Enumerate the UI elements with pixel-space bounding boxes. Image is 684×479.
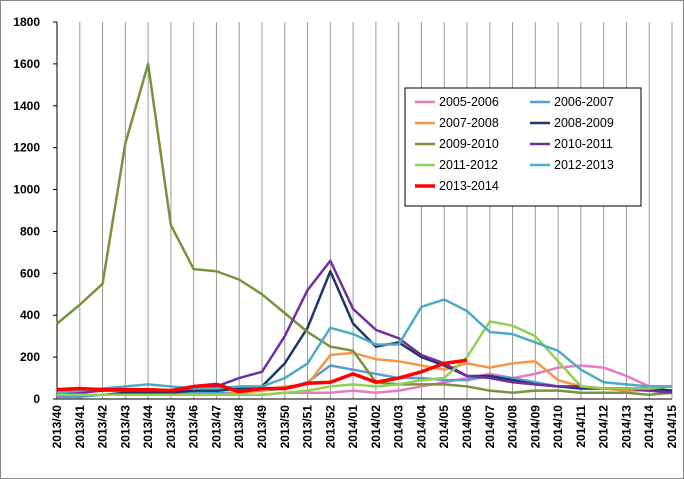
x-tick-label: 2013/44 [141,405,155,449]
series-line [56,62,673,397]
x-tick-label: 2014/06 [460,405,474,449]
legend-label: 2007-2008 [439,116,499,130]
x-tick-label: 2013/51 [301,405,315,449]
x-tick-label: 2014/15 [665,405,679,449]
x-tick-label: 2014/11 [574,405,588,448]
x-tick-label: 2013/45 [164,405,178,449]
legend-label: 2010-2011 [554,137,613,151]
legend: 2005-2006 2006-2007 2007-2008 2008-2009 2009… [404,87,642,207]
legend-label: 2006-2007 [554,95,614,109]
x-tick-label: 2014/02 [369,405,383,449]
x-tick-label: 2014/08 [506,405,520,449]
y-tick-label: 1800 [13,15,40,29]
x-tick-label: 2014/10 [551,405,565,449]
x-tick-label: 2014/05 [437,405,451,449]
y-tick-label: 800 [20,224,40,238]
legend-label: 2008-2009 [554,116,614,130]
y-tick-label: 1600 [13,57,40,71]
legend-box [404,87,642,207]
x-tick-label: 2014/13 [619,405,633,449]
legend-label: 2009-2010 [439,137,499,151]
y-tick-label: 400 [20,308,40,322]
y-tick-label: 1200 [13,141,40,155]
y-tick-label: 0 [33,392,40,406]
x-tick-label: 2013/50 [278,405,292,449]
x-tick-label: 2014/04 [414,405,428,449]
x-tick-label: 2013/43 [118,405,132,449]
x-tick-label: 2014/12 [597,405,611,449]
legend-label: 2012-2013 [554,158,614,172]
x-tick-label: 2013/49 [255,405,269,449]
x-tick-label: 2013/48 [232,405,246,449]
y-tick-label: 600 [20,266,40,280]
x-tick-label: 2014/07 [483,405,497,449]
series-line [56,298,672,394]
x-tick-label: 2014/09 [528,405,542,449]
x-tick-label: 2013/47 [209,405,223,449]
x-tick-label: 2014/01 [346,405,360,449]
legend-label: 2005-2006 [439,95,499,109]
y-tick-label: 1000 [13,183,40,197]
x-tick-label: 2014/14 [642,405,656,449]
y-tick-label: 1400 [13,99,40,113]
x-tick-label: 2013/46 [187,405,201,449]
series-line [56,358,468,394]
legend-label: 2013-2014 [439,179,499,193]
series-line [57,320,673,397]
x-tick-label: 2013/40 [50,405,64,449]
x-tick-label: 2013/42 [96,405,110,449]
x-tick-label: 2014/03 [392,405,406,449]
x-tick-label: 2013/52 [323,405,337,449]
y-tick-label: 200 [20,350,40,364]
legend-label: 2011-2012 [439,158,498,172]
x-tick-label: 2013/41 [73,405,87,449]
